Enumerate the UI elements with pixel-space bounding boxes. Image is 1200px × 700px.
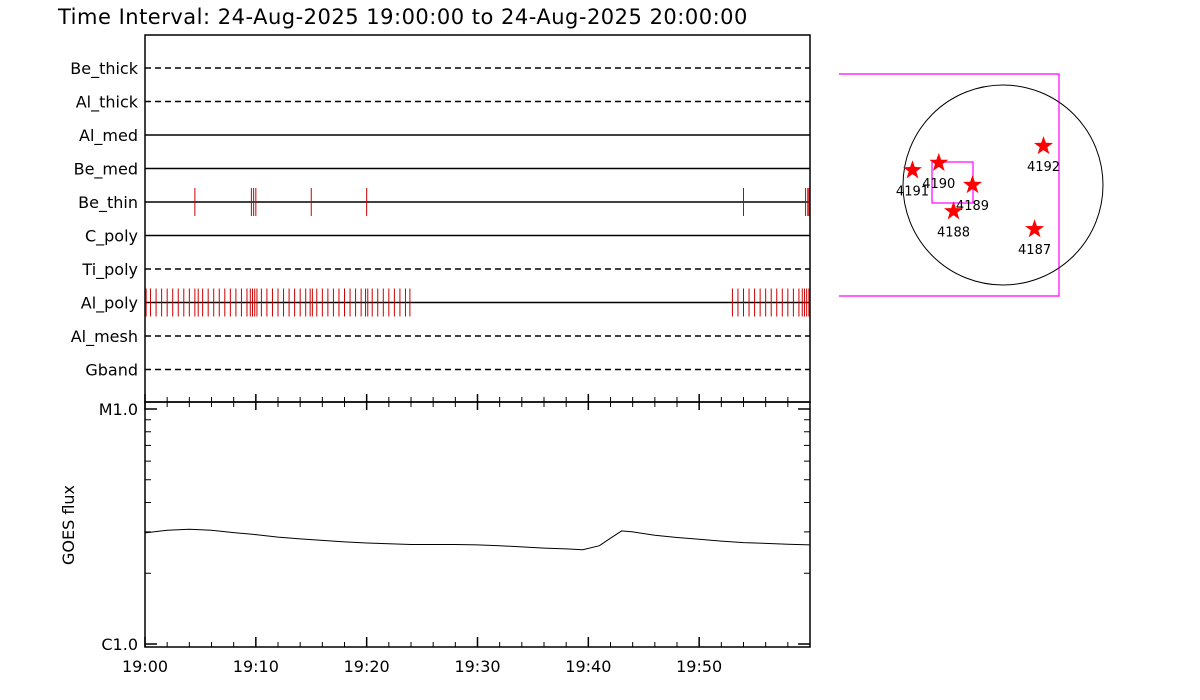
ar-star-4191 (903, 160, 922, 179)
solar-disk (902, 84, 1104, 286)
goes-flux-plot: GOES flux C1.0M1.0 19:00 19:10 19:20 19:30 1… (59, 394, 811, 676)
x-tick-label: 19:50 (676, 657, 722, 676)
timeline-frame (144, 34, 811, 403)
y-tick-label: C1.0 (101, 635, 138, 654)
ar-star-4189 (963, 175, 982, 194)
ar-star-4188 (944, 201, 963, 220)
x-tick-label: 19:30 (454, 657, 500, 676)
row-label-ti-poly: Ti_poly (81, 260, 138, 280)
goes-y-tick-labels: C1.0 M1.0 (99, 400, 138, 654)
row-label-al-mesh: Al_mesh (71, 327, 138, 347)
goes-frame (144, 401, 811, 648)
ar-star-4187 (1025, 219, 1045, 238)
row-label-be-med: Be_med (74, 160, 138, 180)
row-label-gband: Gband (85, 361, 138, 380)
row-label-al-poly: Al_poly (81, 294, 138, 314)
x-tick-label: 19:20 (344, 657, 390, 676)
x-tick-label: 19:00 (122, 657, 168, 676)
ar-label-4187: 4187 (1018, 243, 1051, 258)
ar-label-4190: 4190 (922, 177, 955, 192)
attenuator-timeline-plot: Be_thick Al_thick Al_med Be_med Be_thin C_pol… (70, 34, 811, 403)
x-tick-label: 19:40 (565, 657, 611, 676)
ar-star-4190 (929, 152, 949, 171)
ar-label-4189: 4189 (956, 199, 989, 214)
row-label-al-thick: Al_thick (76, 93, 139, 113)
row-label-be-thin: Be_thin (78, 193, 138, 213)
timeline-rows: Be_thick Al_thick Al_med Be_med Be_thin C_pol… (70, 59, 810, 380)
x-tick-label: 19:10 (233, 657, 279, 676)
x-tick-labels: 19:00 19:10 19:20 19:30 19:40 19:50 (122, 657, 722, 676)
y-tick-label: M1.0 (99, 400, 138, 419)
goes-axis-ticks (144, 394, 810, 647)
row-label-be-thick: Be_thick (70, 59, 138, 79)
timeline-events (145, 188, 810, 317)
ar-label-4188: 4188 (937, 225, 970, 240)
ar-star-4192 (1034, 136, 1053, 155)
goes-flux-line (144, 528, 811, 551)
goes-y-axis-label: GOES flux (59, 485, 78, 565)
page-title: Time Interval: 24-Aug-2025 19:00:00 to 2… (57, 5, 748, 29)
row-label-c-poly: C_poly (85, 227, 138, 247)
field-of-view-box (839, 73, 1060, 297)
row-label-al-med: Al_med (79, 126, 138, 146)
ar-label-4191: 4191 (896, 184, 929, 199)
ar-label-4192: 4192 (1027, 160, 1060, 175)
